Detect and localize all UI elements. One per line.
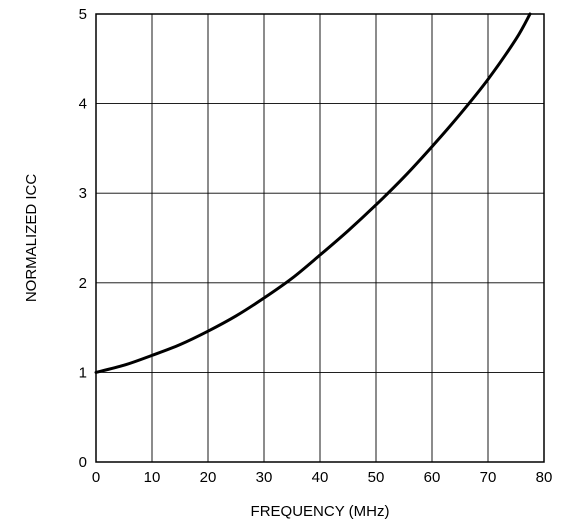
x-tick-label: 20 — [200, 469, 217, 486]
x-tick-label: 10 — [144, 469, 161, 486]
x-axis-title: FREQUENCY (MHz) — [251, 503, 390, 520]
x-tick-labels: 0 10 20 30 40 50 60 70 80 — [92, 469, 553, 486]
x-tick-label: 0 — [92, 469, 100, 486]
x-tick-label: 70 — [480, 469, 497, 486]
x-tick-label: 60 — [424, 469, 441, 486]
series-layer — [94, 12, 532, 374]
y-tick-label: 1 — [79, 364, 87, 381]
y-tick-label: 5 — [79, 6, 87, 23]
x-tick-label: 80 — [536, 469, 553, 486]
grid — [95, 13, 545, 463]
x-tick-label: 30 — [256, 469, 273, 486]
y-tick-labels: 0 1 2 3 4 5 — [79, 6, 87, 471]
x-tick-label: 40 — [312, 469, 329, 486]
series-line-0 — [94, 12, 532, 374]
y-axis-title: NORMALIZED ICC — [23, 174, 40, 303]
plot-frame — [95, 13, 545, 463]
y-tick-label: 3 — [79, 185, 87, 202]
y-tick-label: 0 — [79, 454, 87, 471]
x-tick-label: 50 — [368, 469, 385, 486]
y-tick-label: 4 — [79, 96, 87, 113]
y-tick-label: 2 — [79, 275, 87, 292]
